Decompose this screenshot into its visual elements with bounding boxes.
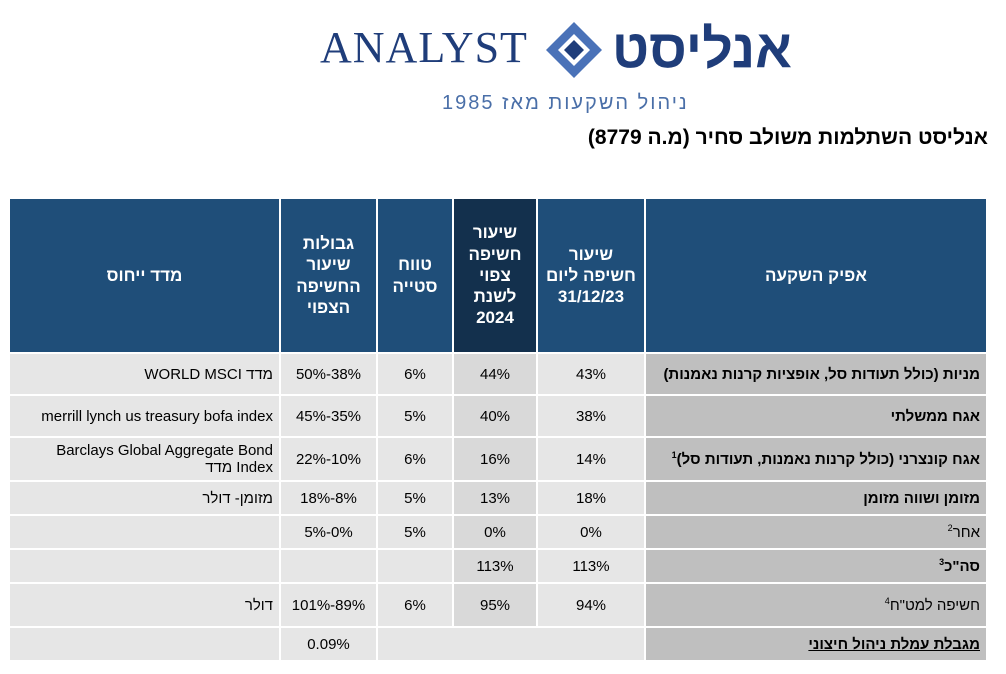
footnote-marker: 2 xyxy=(947,523,953,533)
fee-empty-cell xyxy=(8,626,281,662)
logo-name-en: ANALYST xyxy=(320,23,528,72)
row-channel-text: אחר xyxy=(952,524,980,541)
row-benchmark: מדד WORLD MSCI xyxy=(8,352,281,396)
row-channel: אחר2 xyxy=(644,514,988,550)
footnote-marker: 3 xyxy=(939,557,945,567)
row-exposure-now: 18% xyxy=(536,480,646,516)
row-channel-text: סה"כ xyxy=(944,558,980,575)
logo-tagline: ניהול השקעות מאז 1985 xyxy=(442,92,689,114)
row-exposure-expected: 40% xyxy=(452,394,538,438)
table-header-row: אפיק השקעה שיעור חשיפה ליום 31/12/23 שיע… xyxy=(8,197,988,354)
row-exposure-now: 43% xyxy=(536,352,646,396)
header-limits: גבולות שיעור החשיפה הצפוי xyxy=(279,197,378,354)
fee-value: 0.09% xyxy=(279,626,378,662)
row-benchmark: מזומן- דולר xyxy=(8,480,281,516)
row-exposure-now: 94% xyxy=(536,582,646,628)
analyst-logo: ANALYST אנליסט ניהול השקעות מאז 1985 xyxy=(300,8,860,118)
header-exposure-now-text: שיעור חשיפה ליום 31/12/23 xyxy=(546,244,636,307)
table-row-total: סה"כ3 113% 113% xyxy=(8,548,988,584)
row-benchmark xyxy=(8,548,281,584)
row-limits: 8%-18% xyxy=(279,480,378,516)
row-limits: 38%-50% xyxy=(279,352,378,396)
row-exposure-expected: 113% xyxy=(452,548,538,584)
row-deviation: 6% xyxy=(376,582,454,628)
row-limits xyxy=(279,548,378,584)
row-deviation: 6% xyxy=(376,352,454,396)
row-exposure-expected: 13% xyxy=(452,480,538,516)
row-benchmark: דולר xyxy=(8,582,281,628)
diamond-logo-icon xyxy=(546,22,602,78)
row-benchmark xyxy=(8,514,281,550)
row-exposure-now: 0% xyxy=(536,514,646,550)
table-row: אחר2 0% 0% 5% 0%-5% xyxy=(8,514,988,550)
row-channel: אגח ממשלתי xyxy=(644,394,988,438)
row-exposure-now: 113% xyxy=(536,548,646,584)
logo-name-he: אנליסט xyxy=(612,19,792,79)
row-deviation: 6% xyxy=(376,436,454,482)
row-exposure-expected: 44% xyxy=(452,352,538,396)
table-row: אגח קונצרני (כולל קרנות נאמנות, תעודות ס… xyxy=(8,436,988,482)
header-exposure-expected: שיעור חשיפה צפוי לשנת 2024 xyxy=(452,197,538,354)
row-channel-text: חשיפה למט"ח xyxy=(889,597,980,614)
fee-empty-cell xyxy=(376,626,646,662)
row-exposure-expected: 16% xyxy=(452,436,538,482)
footnote-marker: 1 xyxy=(671,450,677,460)
row-limits: 0%-5% xyxy=(279,514,378,550)
table-row: חשיפה למט"ח4 94% 95% 6% 89%-101% דולר xyxy=(8,582,988,628)
row-channel: מניות (כולל תעודות סל, אופציות קרנות נאמ… xyxy=(644,352,988,396)
header-benchmark: מדד ייחוס xyxy=(8,197,281,354)
row-deviation: 5% xyxy=(376,394,454,438)
header-exposure-expected-text: שיעור חשיפה צפוי לשנת 2024 xyxy=(468,223,522,328)
row-channel: אגח קונצרני (כולל קרנות נאמנות, תעודות ס… xyxy=(644,436,988,482)
row-exposure-expected: 0% xyxy=(452,514,538,550)
row-channel-text: אגח קונצרני (כולל קרנות נאמנות, תעודות ס… xyxy=(676,451,980,468)
row-exposure-now: 14% xyxy=(536,436,646,482)
row-channel: מזומן ושווה מזומן xyxy=(644,480,988,516)
table-row-fee: מגבלת עמלת ניהול חיצוני 0.09% xyxy=(8,626,988,662)
header-channel: אפיק השקעה xyxy=(644,197,988,354)
table-row: מניות (כולל תעודות סל, אופציות קרנות נאמ… xyxy=(8,352,988,396)
row-deviation xyxy=(376,548,454,584)
footnote-marker: 4 xyxy=(884,596,890,606)
header-exposure-now: שיעור חשיפה ליום 31/12/23 xyxy=(536,197,646,354)
header-deviation-text: טווח סטייה xyxy=(392,255,438,296)
row-benchmark: merrill lynch us treasury bofa index xyxy=(8,394,281,438)
row-limits: 10%-22% xyxy=(279,436,378,482)
header-limits-text: גבולות שיעור החשיפה הצפוי xyxy=(296,234,361,317)
row-deviation: 5% xyxy=(376,480,454,516)
row-limits: 89%-101% xyxy=(279,582,378,628)
row-deviation: 5% xyxy=(376,514,454,550)
row-channel-text: אגח ממשלתי xyxy=(890,407,980,425)
fee-label: מגבלת עמלת ניהול חיצוני xyxy=(644,626,988,662)
row-benchmark: Barclays Global Aggregate Bond Index מדד xyxy=(8,436,281,482)
row-limits: 35%-45% xyxy=(279,394,378,438)
table-row: מזומן ושווה מזומן 18% 13% 5% 8%-18% מזומ… xyxy=(8,480,988,516)
document-title: אנליסט השתלמות משולב סחיר (מ.ה 8779) xyxy=(587,126,988,149)
row-channel-text: מזומן ושווה מזומן xyxy=(863,489,980,507)
header-deviation: טווח סטייה xyxy=(376,197,454,354)
row-exposure-now: 38% xyxy=(536,394,646,438)
row-channel: חשיפה למט"ח4 xyxy=(644,582,988,628)
row-channel-text: מניות (כולל תעודות סל, אופציות קרנות נאמ… xyxy=(663,365,980,383)
exposure-table: אפיק השקעה שיעור חשיפה ליום 31/12/23 שיע… xyxy=(8,197,988,662)
row-exposure-expected: 95% xyxy=(452,582,538,628)
table-row: אגח ממשלתי 38% 40% 5% 35%-45% merrill ly… xyxy=(8,394,988,438)
row-channel: סה"כ3 xyxy=(644,548,988,584)
